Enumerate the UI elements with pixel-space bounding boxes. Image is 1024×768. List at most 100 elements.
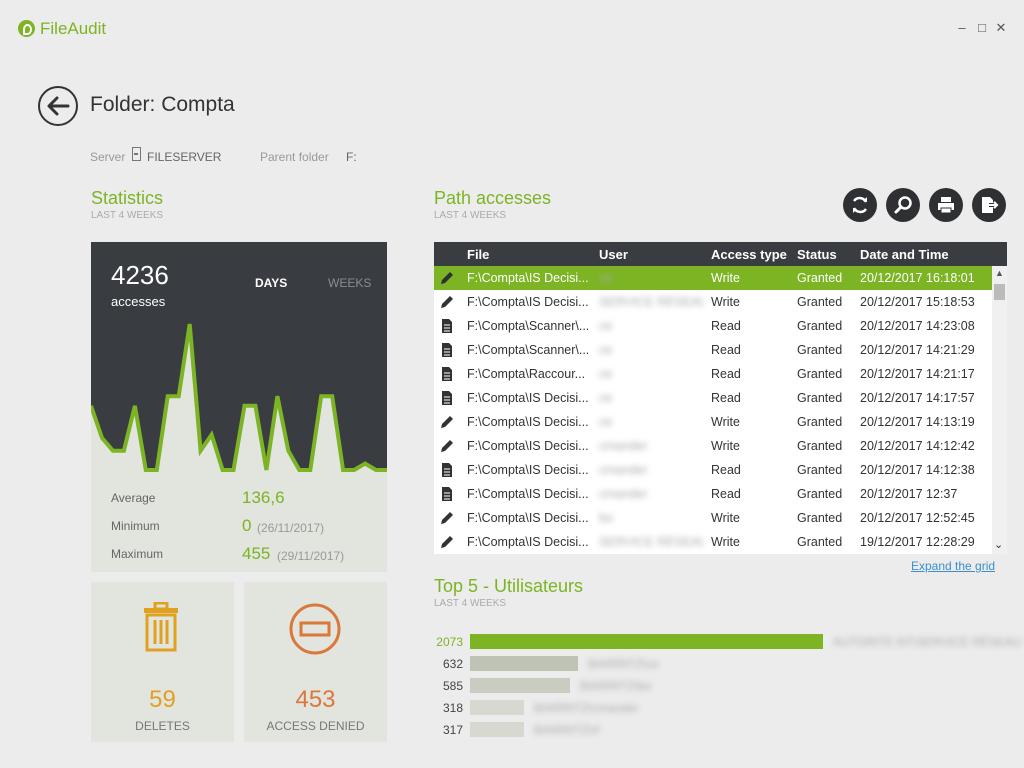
row-date-time: 20/12/2017 14:21:29 [860, 343, 975, 357]
top5-user-name: BIARRITZ\cmander [534, 701, 639, 715]
table-row[interactable]: F:\Compta\IS Decisi... cmander Read Granted… [434, 482, 992, 506]
row-user: cmander [599, 463, 648, 477]
row-user: ce [599, 343, 613, 357]
deletes-tile[interactable]: 59 DELETES [91, 582, 234, 742]
top5-user-name: BIARRITZ\bo [580, 679, 652, 693]
scroll-up-arrow-icon[interactable]: ▲ [995, 268, 1004, 278]
document-icon [439, 318, 455, 339]
minimum-label: Minimum [111, 519, 160, 533]
row-date-time: 20/12/2017 12:37 [860, 487, 958, 501]
minimum-value: 0 [242, 516, 252, 535]
row-status: Granted [797, 439, 843, 453]
document-icon [439, 462, 455, 483]
table-row[interactable]: F:\Compta\Raccour... ce Read Granted 20/12/2… [434, 362, 992, 386]
row-access-type: Write [711, 535, 740, 549]
print-button[interactable] [929, 188, 963, 222]
deletes-count: 59 [149, 686, 176, 713]
table-row[interactable]: F:\Compta\IS Decisi... SERVICE RÉSEAU Writ… [434, 290, 992, 314]
printer-icon [938, 197, 954, 214]
denied-icon [289, 603, 341, 655]
accesses-line [91, 323, 387, 472]
row-date-time: 20/12/2017 14:12:42 [860, 439, 975, 453]
row-date-time: 20/12/2017 14:21:17 [860, 367, 975, 381]
average-value: 136,6 [242, 488, 285, 507]
document-icon [439, 390, 455, 411]
grid-scrollbar[interactable]: ▲ ⌄ [992, 266, 1007, 554]
table-row[interactable]: F:\Compta\Scanner\... ce Read Granted 20/12/… [434, 314, 992, 338]
table-row[interactable]: F:\Compta\IS Decisi... cmander Read Granted… [434, 458, 992, 482]
refresh-button[interactable] [843, 188, 877, 222]
row-status: Granted [797, 415, 843, 429]
top5-bar [470, 722, 524, 737]
parent-folder-value: F: [346, 150, 357, 164]
table-row[interactable]: F:\Compta\IS Decisi... SERVICE RÉSEAU Writ… [434, 530, 992, 554]
column-access-type[interactable]: Access type [711, 247, 787, 262]
days-toggle[interactable]: DAYS [255, 276, 288, 290]
row-status: Granted [797, 271, 843, 285]
top5-subtitle: LAST 4 WEEKS [434, 598, 507, 609]
row-user: SERVICE RÉSEAU [599, 295, 704, 309]
row-access-type: Write [711, 511, 740, 525]
export-button[interactable] [972, 188, 1006, 222]
trash-icon [144, 602, 178, 652]
table-row[interactable]: F:\Compta\IS Decisi... ce Read Granted 20/12… [434, 386, 992, 410]
back-button[interactable] [38, 86, 78, 126]
pencil-icon [439, 414, 455, 435]
row-user: ce [599, 415, 613, 429]
expand-grid-link[interactable]: Expand the grid [911, 559, 996, 573]
table-row[interactable]: F:\Compta\IS Decisi... bo Write Granted 20/1… [434, 506, 992, 530]
column-file[interactable]: File [467, 247, 490, 262]
top5-user-name: AUTORITE NT\SERVICE RÉSEAU [833, 635, 1022, 649]
total-accesses: 4236 [111, 260, 169, 290]
maximum-label: Maximum [111, 547, 164, 561]
row-date-time: 20/12/2017 14:12:38 [860, 463, 975, 477]
column-date-time[interactable]: Date and Time [860, 247, 949, 262]
minimize-button[interactable]: – [958, 20, 966, 35]
document-icon [439, 366, 455, 387]
column-user[interactable]: User [599, 247, 628, 262]
row-status: Granted [797, 391, 843, 405]
average-label: Average [111, 491, 156, 505]
row-date-time: 20/12/2017 14:17:57 [860, 391, 975, 405]
row-file: F:\Compta\Scanner\... [467, 343, 590, 357]
app-logo-icon [18, 20, 35, 37]
row-date-time: 20/12/2017 16:18:01 [860, 271, 975, 285]
scroll-thumb[interactable] [994, 284, 1005, 300]
column-status[interactable]: Status [797, 247, 837, 262]
total-accesses-label: accesses [111, 294, 166, 309]
top5-value: 2073 [436, 635, 463, 649]
maximize-button[interactable]: □ [978, 20, 986, 35]
row-file: F:\Compta\IS Decisi... [467, 535, 589, 549]
path-accesses-title: Path accesses [434, 188, 552, 208]
parent-folder-label: Parent folder [260, 150, 329, 164]
refresh-icon [852, 196, 868, 214]
document-icon [439, 486, 455, 507]
row-access-type: Read [711, 463, 741, 477]
row-file: F:\Compta\Raccour... [467, 367, 586, 381]
row-access-type: Write [711, 415, 740, 429]
table-row[interactable]: F:\Compta\IS Decisi... cmander Write Grante… [434, 434, 992, 458]
arrow-left-icon [47, 96, 70, 116]
weeks-toggle[interactable]: WEEKS [328, 276, 372, 290]
server-icon [132, 147, 141, 161]
row-file: F:\Compta\IS Decisi... [467, 271, 589, 285]
access-denied-tile[interactable]: 453 ACCESS DENIED [244, 582, 387, 742]
row-status: Granted [797, 367, 843, 381]
table-row[interactable]: F:\Compta\IS Decisi... ce Write Granted 20/1… [434, 266, 992, 290]
table-row[interactable]: F:\Compta\Scanner\... ce Read Granted 20/12/… [434, 338, 992, 362]
table-row[interactable]: F:\Compta\IS Decisi... ce Write Granted 20/1… [434, 410, 992, 434]
row-status: Granted [797, 319, 843, 333]
search-button[interactable] [886, 188, 920, 222]
close-button[interactable]: ✕ [995, 20, 1007, 35]
access-denied-label: ACCESS DENIED [266, 719, 365, 733]
row-user: ce [599, 319, 613, 333]
minimum-date: (26/11/2017) [257, 521, 325, 535]
top5-value: 585 [442, 679, 463, 693]
row-access-type: Read [711, 391, 741, 405]
row-file: F:\Compta\IS Decisi... [467, 463, 589, 477]
search-icon [894, 196, 912, 214]
top5-value: 317 [442, 723, 463, 737]
scroll-down-arrow-icon[interactable]: ⌄ [994, 539, 1004, 551]
row-user: cmander [599, 487, 648, 501]
document-icon [439, 342, 455, 363]
